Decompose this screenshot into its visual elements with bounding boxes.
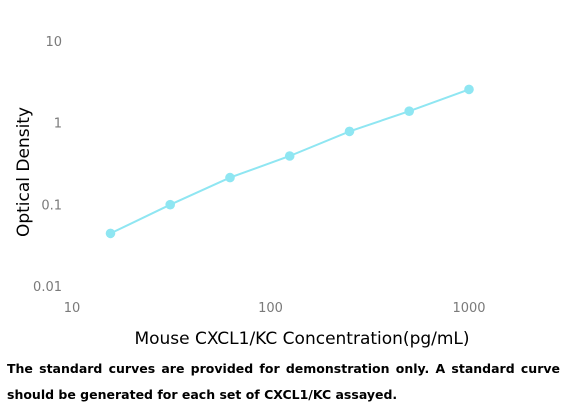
data-point — [284, 151, 295, 161]
series-line — [110, 88, 470, 235]
y-tick-label: 10 — [45, 35, 62, 50]
y-tick-label: 1 — [54, 117, 62, 132]
data-point — [404, 106, 415, 116]
x-tick-label: 100 — [258, 301, 283, 316]
chart-caption: The standard curves are provided for dem… — [7, 361, 560, 402]
y-axis-title: Optical Density — [14, 107, 34, 237]
x-axis-ticks: 10 100 1000 — [64, 301, 486, 316]
data-point — [165, 199, 175, 210]
data-point — [344, 126, 355, 137]
data-point — [225, 172, 235, 183]
x-axis-title: Mouse CXCL1/KC Concentration(pg/mL) — [134, 329, 469, 349]
y-tick-label: 0.01 — [33, 280, 62, 295]
x-tick-label: 10 — [64, 301, 81, 316]
data-point — [105, 228, 116, 239]
series-layer — [105, 84, 474, 239]
data-point — [464, 84, 474, 95]
y-axis-ticks: 0.01 0.1 1 10 — [33, 35, 62, 295]
y-tick-label: 0.1 — [41, 198, 62, 213]
x-tick-label: 1000 — [452, 301, 485, 316]
